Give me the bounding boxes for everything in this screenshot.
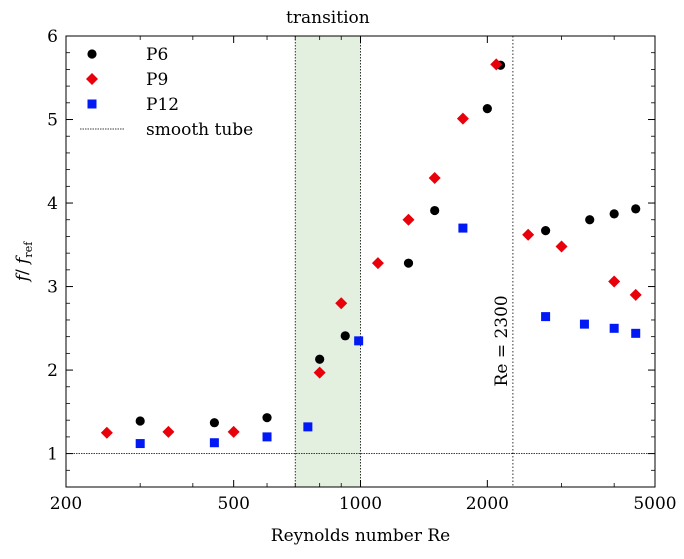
x-tick-label-200: 200 xyxy=(50,494,82,514)
point-p6-9 xyxy=(541,225,551,236)
point-p6-3 xyxy=(315,354,325,364)
point-p12-2 xyxy=(262,432,272,442)
x-axis-title: Reynolds number Re xyxy=(271,526,450,546)
point-p6-12 xyxy=(631,204,641,214)
point-p6-0 xyxy=(135,416,145,426)
point-p9-10 xyxy=(522,228,535,241)
point-p9-13 xyxy=(629,288,642,301)
point-p9-3 xyxy=(313,366,326,379)
point-p6-4 xyxy=(340,331,350,341)
y-axis-title: f/ fref xyxy=(13,241,35,284)
point-p9-6 xyxy=(402,213,415,226)
series-p6 xyxy=(135,60,641,428)
point-p9-9 xyxy=(490,58,503,71)
x-tick-label-500: 500 xyxy=(217,494,249,514)
point-p9-8 xyxy=(456,112,469,125)
point-p12-6 xyxy=(541,312,551,322)
point-p9-5 xyxy=(371,257,384,270)
y-axis-title-separator: / xyxy=(13,264,33,275)
legend-marker-p9 xyxy=(86,73,98,85)
point-p6-7 xyxy=(482,104,492,114)
legend-label-p6: P6 xyxy=(146,45,168,65)
point-p12-1 xyxy=(209,438,219,448)
point-p6-1 xyxy=(209,418,219,428)
x-tick-label-5000: 5000 xyxy=(633,494,676,514)
series-p9 xyxy=(100,58,642,439)
x-tick-label-1000: 1000 xyxy=(339,494,382,514)
transition-band xyxy=(295,36,361,487)
point-p6-2 xyxy=(262,413,272,423)
point-p12-5 xyxy=(458,223,468,233)
y-tick-label-5: 5 xyxy=(47,111,58,131)
y-tick-label-2: 2 xyxy=(47,361,58,381)
legend-marker-p12 xyxy=(87,99,97,109)
critical-re-label: Re = 2300 xyxy=(492,295,512,386)
point-p6-10 xyxy=(585,215,595,225)
point-p12-9 xyxy=(631,328,641,338)
point-p6-11 xyxy=(609,209,619,219)
legend-label-smooth-tube: smooth tube xyxy=(146,120,253,140)
x-tick-label-2000: 2000 xyxy=(466,494,509,514)
point-p9-1 xyxy=(162,425,175,438)
y-axis-title-denominator: f xyxy=(13,255,33,266)
point-p9-12 xyxy=(608,275,621,288)
point-p12-7 xyxy=(579,319,589,329)
point-p12-8 xyxy=(609,323,619,333)
y-tick-label-6: 6 xyxy=(47,27,58,47)
y-tick-label-4: 4 xyxy=(47,194,58,214)
point-p9-0 xyxy=(100,426,113,439)
point-p9-11 xyxy=(555,240,568,253)
point-p6-6 xyxy=(430,205,440,216)
transition-label: transition xyxy=(286,8,370,28)
reference-lines-layer: Re = 2300 xyxy=(66,36,655,487)
point-p6-5 xyxy=(403,258,414,268)
data-points-layer xyxy=(100,58,642,449)
legend-marker-p6 xyxy=(87,49,97,59)
point-p12-4 xyxy=(354,336,364,346)
series-p12 xyxy=(135,223,641,449)
y-tick-label-3: 3 xyxy=(47,278,58,298)
point-p12-3 xyxy=(303,422,313,432)
axes-layer: 200 500 1000 2000 5000 1 2 3 4 5 6 Reynolds number … xyxy=(13,27,677,546)
point-p12-0 xyxy=(135,439,145,449)
transition-band-layer: transition xyxy=(286,8,370,487)
legend-label-p12: P12 xyxy=(146,95,179,115)
y-tick-label-1: 1 xyxy=(47,445,58,465)
point-p9-2 xyxy=(227,425,240,438)
point-p9-7 xyxy=(428,171,441,184)
point-p9-4 xyxy=(335,297,348,310)
legend: P6 P9 P12 smooth tube xyxy=(80,45,253,140)
legend-label-p9: P9 xyxy=(146,70,168,90)
y-axis-title-subscript: ref xyxy=(22,241,35,258)
y-axis-title-numerator: f xyxy=(13,272,33,283)
